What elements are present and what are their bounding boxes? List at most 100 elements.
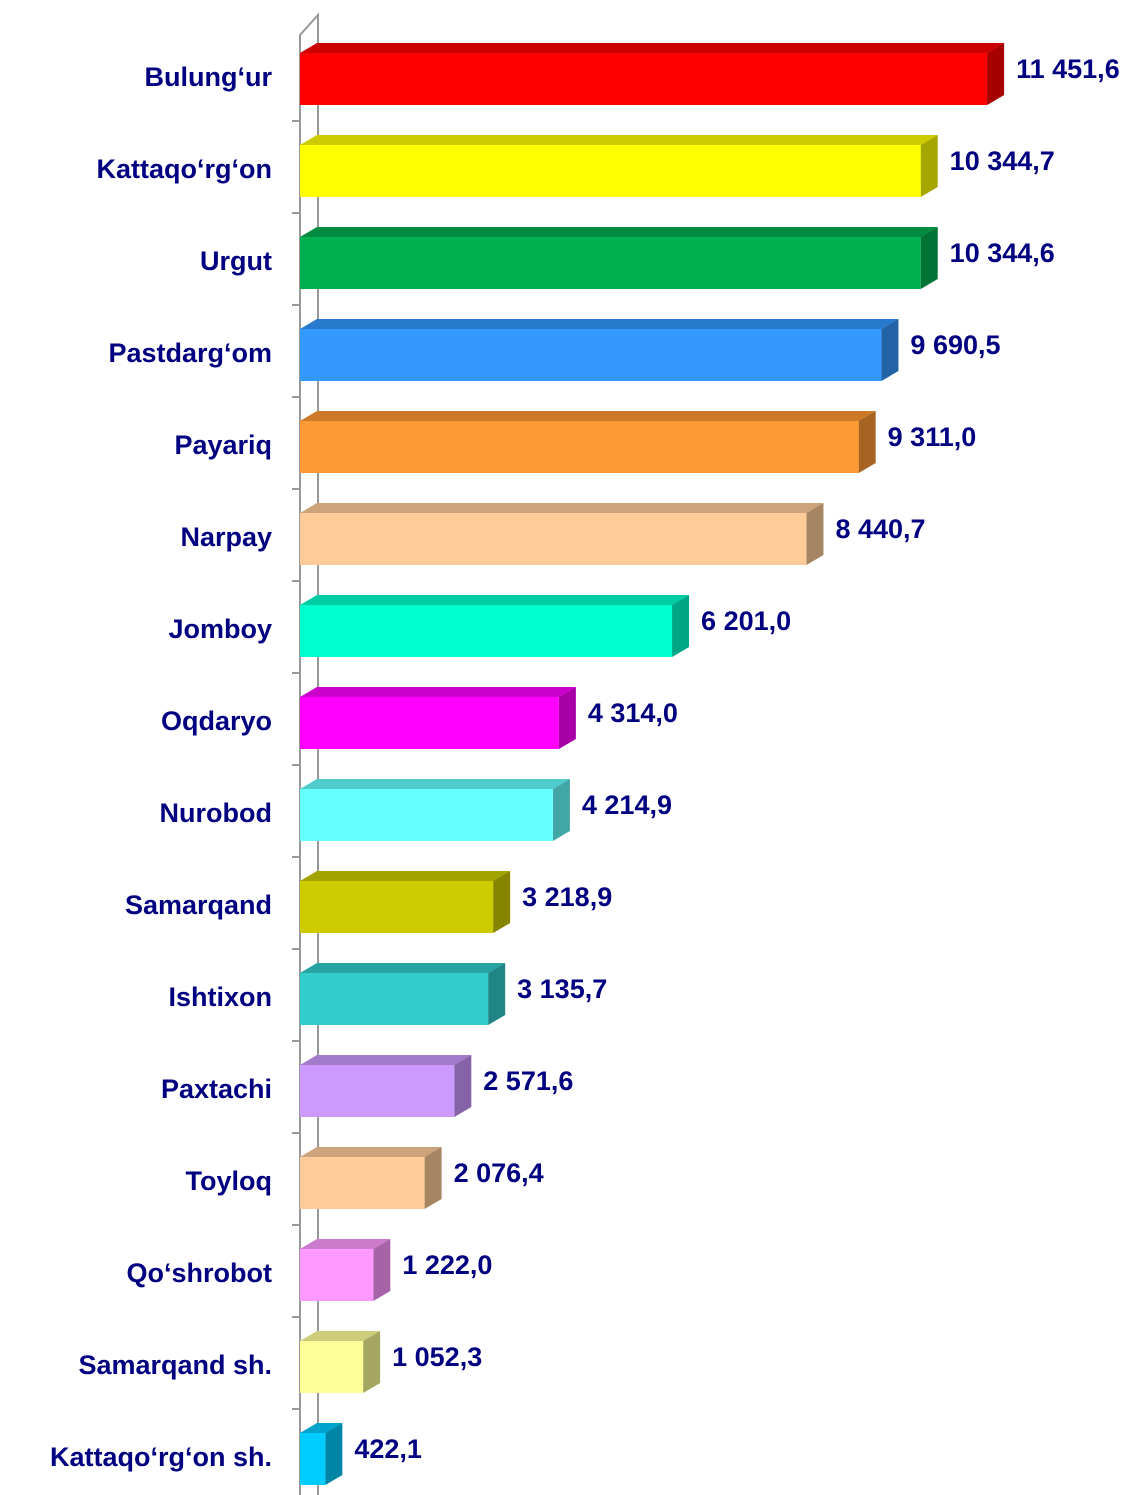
bar-top	[300, 687, 576, 697]
bar-top	[300, 1331, 381, 1341]
category-label: Nurobod	[160, 798, 272, 828]
value-label: 8 440,7	[835, 514, 925, 544]
bar-top-shade	[300, 503, 824, 513]
bar-top	[300, 227, 938, 237]
bar-side	[325, 1423, 343, 1485]
category-label: Bulung‘ur	[145, 62, 273, 92]
value-label: 2 076,4	[454, 1158, 544, 1188]
category-label: Samarqand sh.	[78, 1350, 272, 1380]
bar-side	[424, 1147, 442, 1209]
bar-top	[300, 411, 876, 421]
bar-top-shade	[300, 319, 899, 329]
bar-side	[987, 43, 1005, 105]
bar-side-shade	[806, 503, 824, 565]
bar-top-shade	[300, 1331, 381, 1341]
value-label: 1 222,0	[402, 1250, 492, 1280]
bar-side-shade	[881, 319, 899, 381]
bar-side-shade	[552, 779, 570, 841]
category-label: Narpay	[180, 522, 272, 552]
bar-side-shade	[493, 871, 511, 933]
bar-top-shade	[300, 871, 511, 881]
bar-side-shade	[424, 1147, 442, 1209]
bar-side-shade	[858, 411, 876, 473]
bar	[300, 1433, 326, 1485]
bar-side	[493, 871, 511, 933]
value-label: 2 571,6	[483, 1066, 573, 1096]
value-label: 422,1	[354, 1434, 422, 1464]
bar-side	[806, 503, 824, 565]
bar	[300, 881, 494, 933]
category-label: Qo‘shrobot	[127, 1258, 272, 1288]
bar	[300, 1065, 455, 1117]
category-label: Kattaqo‘rg‘on	[97, 154, 273, 184]
bar-side	[454, 1055, 472, 1117]
bar	[300, 789, 553, 841]
bar	[300, 973, 489, 1025]
value-label: 6 201,0	[701, 606, 791, 636]
bar-side	[558, 687, 576, 749]
bar-side	[488, 963, 506, 1025]
value-label: 9 690,5	[910, 330, 1000, 360]
bar-side-shade	[363, 1331, 381, 1393]
bar-top-shade	[300, 135, 938, 145]
bar-side	[881, 319, 899, 381]
bar-side	[363, 1331, 381, 1393]
bar-side-shade	[558, 687, 576, 749]
category-label: Urgut	[200, 246, 272, 276]
bar-top	[300, 1147, 442, 1157]
bar-top-shade	[300, 43, 1005, 53]
bar-top-shade	[300, 779, 570, 789]
value-label: 1 052,3	[392, 1342, 482, 1372]
category-label: Oqdaryo	[161, 706, 272, 736]
bar-side-shade	[488, 963, 506, 1025]
bar-top-shade	[300, 963, 506, 973]
bar-top	[300, 779, 570, 789]
value-label: 11 451,6	[1016, 54, 1120, 84]
bar-side	[920, 135, 938, 197]
bar-top-shade	[300, 687, 576, 697]
value-label: 9 311,0	[888, 422, 977, 452]
bar-side-shade	[920, 135, 938, 197]
category-label: Payariq	[174, 430, 272, 460]
bar-top-shade	[300, 595, 690, 605]
bar-top	[300, 1423, 343, 1433]
category-label: Paxtachi	[161, 1074, 272, 1104]
value-label: 4 314,0	[588, 698, 678, 728]
value-label: 10 344,7	[950, 146, 1055, 176]
bar-top-shade	[300, 1055, 472, 1065]
bar	[300, 1249, 374, 1301]
bar-top	[300, 135, 938, 145]
bar-side-shade	[672, 595, 690, 657]
bar-top	[300, 43, 1005, 53]
bar	[300, 329, 882, 381]
category-label: Toyloq	[186, 1166, 272, 1196]
bar-top	[300, 1239, 391, 1249]
bar-top	[300, 871, 511, 881]
bar-top	[300, 963, 506, 973]
bar-side-shade	[325, 1423, 343, 1485]
bar-side	[858, 411, 876, 473]
bar-top-shade	[300, 1239, 391, 1249]
category-label: Ishtixon	[168, 982, 272, 1012]
bar	[300, 697, 559, 749]
bar-top	[300, 319, 899, 329]
bar	[300, 513, 807, 565]
category-label: Kattaqo‘rg‘on sh.	[50, 1442, 272, 1472]
bar-side-shade	[987, 43, 1005, 105]
value-label: 10 344,6	[950, 238, 1055, 268]
bar-side	[920, 227, 938, 289]
bar-top-shade	[300, 1147, 442, 1157]
bar	[300, 237, 921, 289]
bar-side	[672, 595, 690, 657]
value-label: 4 214,9	[582, 790, 672, 820]
bar-side	[373, 1239, 391, 1301]
bar	[300, 1341, 364, 1393]
bar-top-shade	[300, 1423, 343, 1433]
bar	[300, 605, 673, 657]
bar-side-shade	[373, 1239, 391, 1301]
bar-side-shade	[454, 1055, 472, 1117]
bar	[300, 53, 988, 105]
bar-side	[552, 779, 570, 841]
value-label: 3 135,7	[517, 974, 607, 1004]
